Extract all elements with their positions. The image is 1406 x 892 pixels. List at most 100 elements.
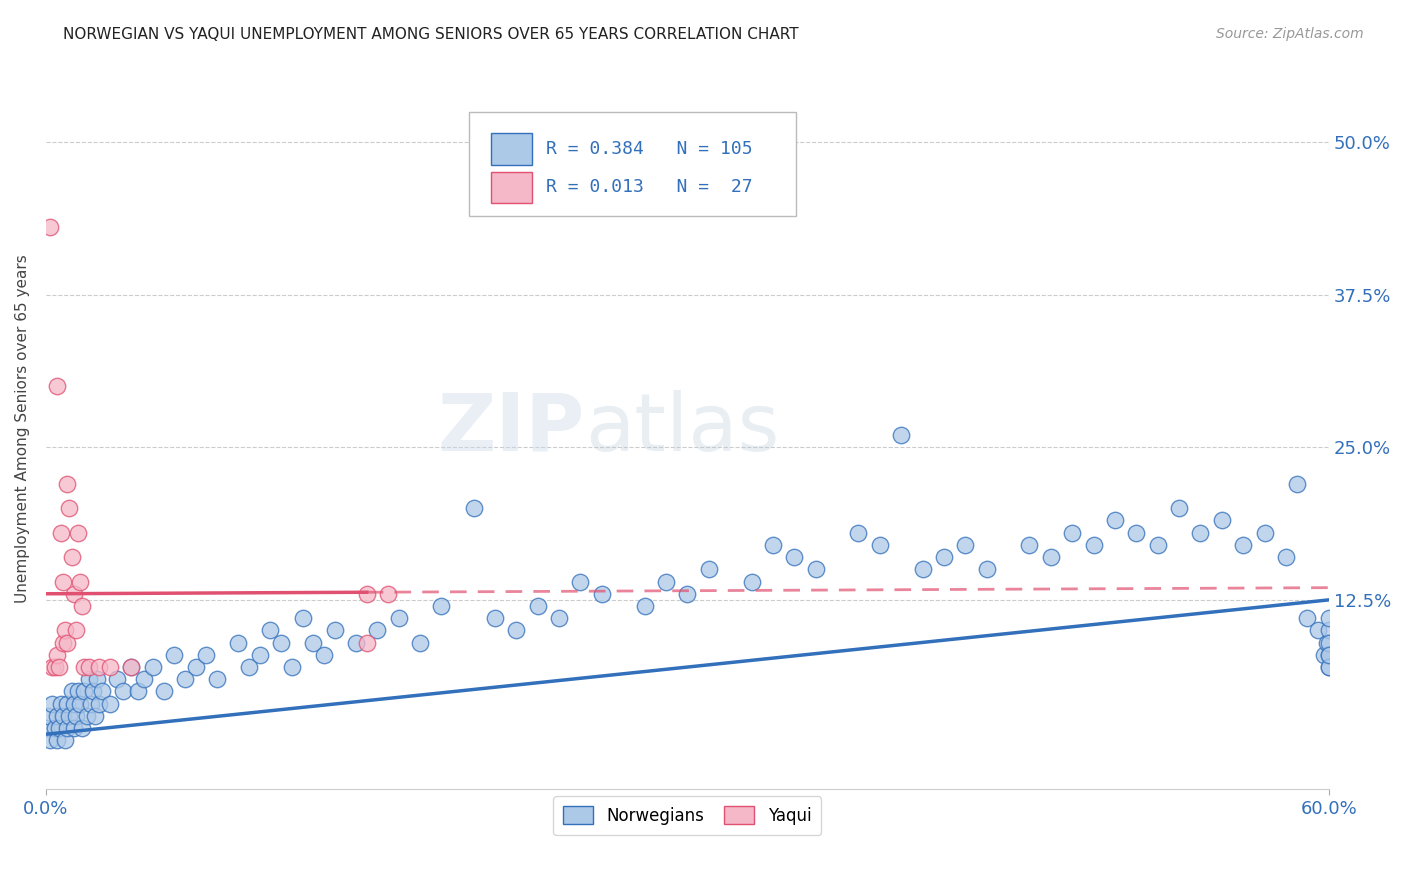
Text: ZIP: ZIP (437, 390, 585, 468)
Point (976, 562, 998, 576)
Point (77, 673, 100, 687)
Point (72, 599, 94, 613)
Point (259, 624, 281, 638)
Point (98, 697, 121, 711)
Point (77, 660, 100, 674)
Point (1275, 550, 1298, 565)
Point (1146, 538, 1168, 552)
Bar (491, 134, 531, 165)
Point (848, 525, 870, 540)
Point (377, 587, 399, 601)
Point (1189, 525, 1212, 540)
Point (1018, 538, 1040, 552)
Legend: Norwegians, Yaqui: Norwegians, Yaqui (554, 797, 821, 835)
Point (804, 562, 827, 576)
Point (39, 220, 62, 235)
Point (65, 624, 87, 638)
Point (53, 733, 76, 747)
Point (37, 709, 59, 723)
Point (127, 684, 149, 698)
Point (52, 709, 75, 723)
Point (60, 684, 83, 698)
Point (1168, 501, 1191, 516)
Text: R = 0.384   N = 105: R = 0.384 N = 105 (547, 140, 752, 158)
Point (1317, 648, 1340, 662)
Point (111, 684, 134, 698)
Point (323, 624, 346, 638)
Point (1317, 611, 1340, 625)
Point (52, 574, 75, 589)
Point (58, 709, 80, 723)
Text: Source: ZipAtlas.com: Source: ZipAtlas.com (1216, 27, 1364, 41)
Point (366, 624, 388, 638)
Point (356, 635, 378, 649)
Point (174, 673, 197, 687)
Point (39, 733, 62, 747)
Point (195, 648, 218, 662)
Point (73, 660, 96, 674)
Point (45, 733, 67, 747)
Point (1125, 525, 1147, 540)
Point (388, 611, 411, 625)
Point (89, 660, 111, 674)
Point (41, 660, 63, 674)
Point (1306, 624, 1329, 638)
Point (48, 721, 70, 735)
Point (56, 635, 79, 649)
Point (430, 599, 453, 613)
Point (344, 635, 367, 649)
Point (62, 587, 84, 601)
Point (69, 574, 91, 589)
Point (89, 697, 111, 711)
Point (69, 697, 91, 711)
Point (676, 587, 699, 601)
Point (184, 660, 207, 674)
Point (228, 635, 250, 649)
Point (1285, 476, 1308, 491)
Point (655, 574, 678, 589)
Point (152, 684, 174, 698)
Text: atlas: atlas (585, 390, 779, 468)
Point (35, 721, 58, 735)
Point (44, 721, 66, 735)
Point (409, 635, 432, 649)
Point (142, 660, 165, 674)
Point (890, 428, 912, 442)
Point (52, 635, 75, 649)
Point (1316, 635, 1339, 649)
Point (105, 673, 128, 687)
Point (569, 574, 592, 589)
FancyBboxPatch shape (470, 112, 796, 216)
Point (484, 611, 506, 625)
Point (1062, 525, 1084, 540)
Point (1083, 538, 1105, 552)
Point (932, 550, 955, 565)
Point (548, 611, 571, 625)
Point (783, 550, 806, 565)
Point (86, 673, 108, 687)
Point (134, 673, 156, 687)
Text: NORWEGIAN VS YAQUI UNEMPLOYMENT AMONG SENIORS OVER 65 YEARS CORRELATION CHART: NORWEGIAN VS YAQUI UNEMPLOYMENT AMONG SE… (63, 27, 799, 42)
Point (1317, 660, 1340, 674)
Point (697, 562, 720, 576)
Point (65, 709, 87, 723)
Point (1296, 611, 1319, 625)
Point (98, 660, 121, 674)
Point (741, 574, 763, 589)
Point (72, 721, 94, 735)
Point (48, 660, 70, 674)
Point (90, 684, 112, 698)
Point (1317, 660, 1340, 674)
Point (238, 660, 260, 674)
Point (73, 684, 96, 698)
Point (56, 476, 79, 491)
Point (53, 624, 76, 638)
Point (463, 501, 485, 516)
Point (163, 648, 186, 662)
Point (121, 660, 143, 674)
Point (49, 697, 72, 711)
Point (76, 709, 98, 723)
Point (44, 660, 66, 674)
Point (1253, 525, 1275, 540)
Point (302, 635, 325, 649)
